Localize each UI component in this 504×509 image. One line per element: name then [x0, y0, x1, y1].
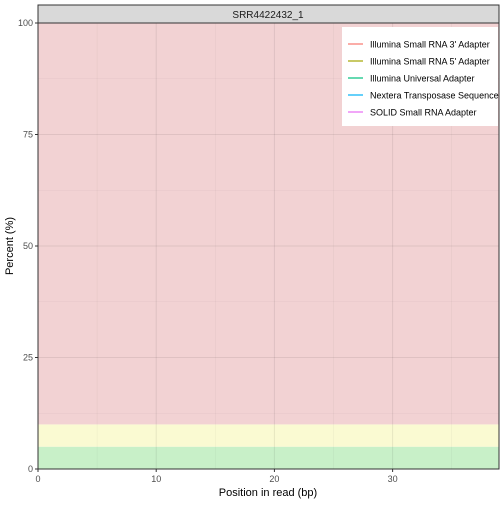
x-tick-label: 30: [388, 474, 398, 484]
legend-label-2: Illumina Universal Adapter: [370, 74, 475, 84]
legend-label-1: Illumina Small RNA 5' Adapter: [370, 57, 490, 67]
legend-label-0: Illumina Small RNA 3' Adapter: [370, 40, 490, 50]
y-tick-label: 100: [18, 18, 33, 28]
legend-label-4: SOLID Small RNA Adapter: [370, 108, 477, 118]
y-tick-label: 75: [23, 130, 33, 140]
y-tick-label: 0: [28, 464, 33, 474]
y-tick-label: 25: [23, 353, 33, 363]
x-axis-title: Position in read (bp): [219, 487, 317, 499]
facet-strip-background: [37, 4, 500, 24]
y-axis-title: Percent (%): [4, 217, 16, 275]
facet-label: SRR4422432_1: [232, 10, 304, 21]
background-band-0: [38, 446, 499, 469]
x-tick-label: 10: [151, 474, 161, 484]
facet-strip: SRR4422432_1: [37, 4, 500, 24]
x-tick-label: 0: [35, 474, 40, 484]
background-band-1: [38, 424, 499, 447]
legend-background: [342, 27, 498, 126]
x-tick-label: 20: [269, 474, 279, 484]
legend-label-3: Nextera Transposase Sequence: [370, 91, 499, 101]
axis-ticks: 0 10 20 30 0 25 50 75 100: [18, 18, 398, 484]
y-tick-label: 50: [23, 241, 33, 251]
legend: Illumina Small RNA 3' Adapter Illumina Sm…: [342, 27, 499, 126]
